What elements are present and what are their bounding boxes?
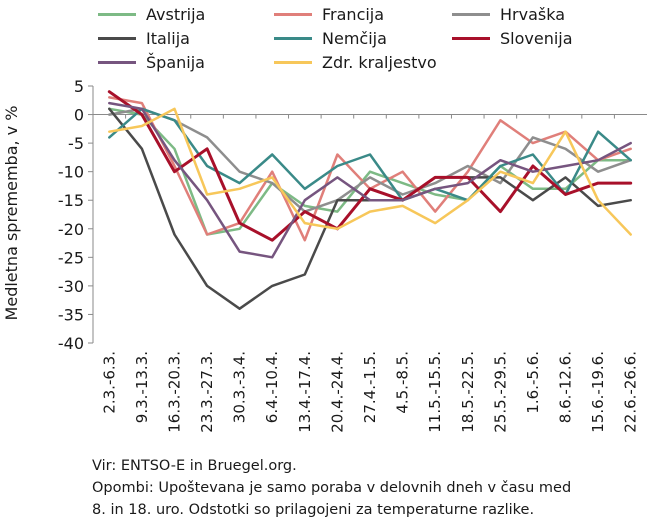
legend-label: Španija — [146, 52, 205, 72]
x-tick-label: 15.6.-19.6. — [589, 351, 607, 433]
y-tick-label: -20 — [58, 220, 84, 239]
legend-label: Francija — [322, 4, 385, 24]
remark-note-line-1: Opombi: Upoštevana je samo poraba v delo… — [92, 480, 572, 496]
y-tick-label: -10 — [58, 163, 84, 182]
legend-swatch — [452, 12, 490, 16]
x-tick-label: 23.3.-27.3. — [198, 351, 216, 433]
y-tick-label: 0 — [74, 106, 84, 125]
legend-item: Zdr. kraljestvo — [274, 50, 437, 74]
chart-legend: Avstrija Francija Hrvaška Italija Nemčija Slo… — [98, 2, 658, 74]
legend-swatch — [98, 60, 136, 64]
legend-item: Italija — [98, 26, 190, 50]
x-tick-label: 2.3.-6.3. — [100, 351, 118, 414]
chart-notes: Vir: ENTSO-E in Bruegel.org. Opombi: Upo… — [92, 455, 571, 521]
series-line-7 — [108, 101, 632, 259]
x-tick-label: 18.5.-22.5. — [459, 351, 477, 433]
legend-swatch — [274, 36, 312, 40]
legend-item: Nemčija — [274, 26, 387, 50]
legend-item: Francija — [274, 2, 384, 26]
legend-item: Hrvaška — [452, 2, 565, 26]
y-tick-label: -5 — [68, 134, 84, 153]
x-tick-label: 25.5.-29.5. — [491, 351, 509, 433]
x-tick-label: 16.3.-20.3. — [165, 351, 183, 433]
legend-swatch — [274, 60, 312, 64]
source-note: Vir: ENTSO-E in Bruegel.org. — [92, 458, 297, 474]
series-line-1 — [108, 107, 632, 236]
legend-swatch — [274, 12, 312, 16]
legend-label: Zdr. kraljestvo — [322, 52, 437, 72]
x-tick-label: 6.4.-10.4. — [263, 351, 281, 423]
legend-item: Španija — [98, 50, 205, 74]
legend-label: Italija — [146, 28, 190, 48]
x-tick-label: 22.6.-26.6. — [622, 351, 640, 433]
y-axis-label: Medletna sprememba, v % — [2, 105, 21, 321]
y-tick-label: -15 — [58, 191, 84, 210]
x-tick-label: 27.4.-1.5. — [361, 351, 379, 423]
x-tick-label: 11.5.-15.5. — [426, 351, 444, 433]
x-tick-label: 4.5.-8.5. — [394, 351, 412, 414]
legend-label: Hrvaška — [500, 4, 566, 24]
legend-item: Slovenija — [452, 26, 573, 50]
y-tick-label: -25 — [58, 248, 84, 267]
x-tick-label: 13.4.-17.4. — [296, 351, 314, 433]
x-tick-label: 20.4.-24.4. — [328, 351, 346, 433]
series-line-6 — [107, 90, 633, 242]
legend-label: Slovenija — [500, 28, 573, 48]
y-tick-label: -35 — [58, 305, 84, 324]
legend-swatch — [98, 36, 136, 40]
remark-note-line-2: 8. in 18. uro. Odstotki so prilagojeni z… — [92, 502, 535, 518]
x-tick-label: 1.6.-5.6. — [524, 351, 542, 414]
legend-swatch — [452, 36, 490, 40]
x-tick-label: 9.3.-13.3. — [133, 351, 151, 423]
y-tick-label: 5 — [74, 77, 84, 96]
legend-label: Avstrija — [146, 4, 206, 24]
y-tick-label: -40 — [58, 334, 84, 353]
legend-swatch — [98, 12, 136, 16]
series-line-3 — [108, 107, 632, 213]
x-tick-label: 8.6.-12.6. — [557, 351, 575, 423]
y-tick-label: -30 — [58, 277, 84, 296]
legend-item: Avstrija — [98, 2, 205, 26]
series-line-8 — [108, 107, 632, 236]
x-tick-label: 30.3.-3.4. — [231, 351, 249, 423]
legend-label: Nemčija — [322, 28, 387, 48]
